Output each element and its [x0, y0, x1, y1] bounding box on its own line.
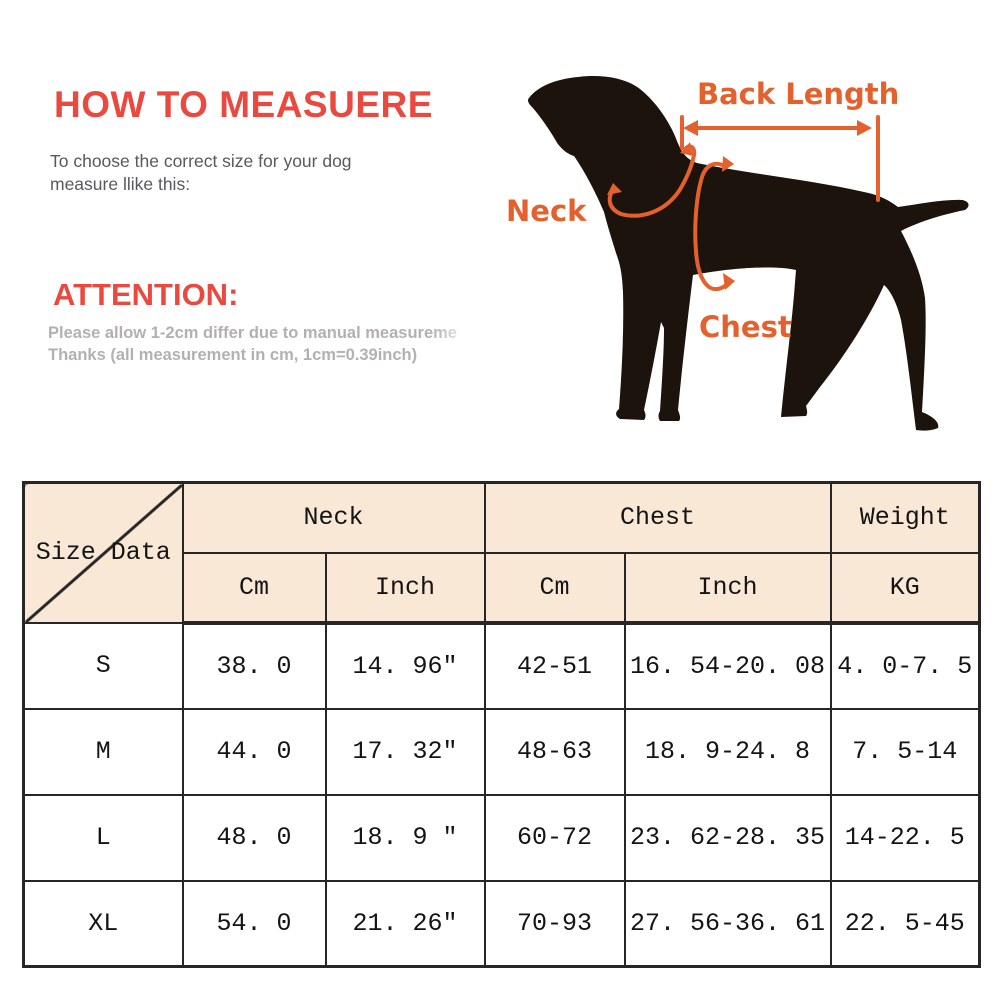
- subtitle-line-2: measure llike this:: [50, 174, 191, 194]
- page-subtitle: To choose the correct size for your dog …: [50, 150, 430, 196]
- neck-curve-arrowheads: [607, 142, 693, 195]
- weight-kg-cell: 22. 5-45: [829, 879, 981, 968]
- subheader-chest-cm: Cm: [483, 551, 626, 625]
- subheader-neck-inch: Inch: [324, 551, 486, 625]
- weight-kg-cell: 7. 5-14: [829, 707, 981, 796]
- weight-kg-cell: 14-22. 5: [829, 793, 981, 882]
- corner-header-size-data: Size Data: [22, 481, 184, 624]
- back-length-label: Back Length: [697, 77, 900, 111]
- weight-kg-cell: 4. 0-7. 5: [829, 621, 981, 710]
- neck-cm-cell: 54. 0: [181, 879, 327, 968]
- size-cell: L: [22, 793, 184, 882]
- neck-cm-cell: 38. 0: [181, 621, 327, 710]
- chest-inch-cell: 23. 62-28. 35: [623, 793, 832, 882]
- subheader-neck-cm: Cm: [181, 551, 327, 625]
- size-table: Size Data Neck Chest Weight Cm Inch Cm I…: [22, 481, 982, 968]
- neck-cm-cell: 48. 0: [181, 793, 327, 882]
- chest-cm-cell: 60-72: [483, 793, 626, 882]
- chest-inch-cell: 18. 9-24. 8: [623, 707, 832, 796]
- neck-measure-curve: [607, 144, 697, 218]
- subheader-weight-kg: KG: [829, 551, 981, 625]
- chest-inch-cell: 27. 56-36. 61: [623, 879, 832, 968]
- attention-text: Please allow 1-2cm differ due to manual …: [48, 322, 488, 366]
- neck-label: Neck: [506, 194, 587, 228]
- chest-label: Chest: [699, 310, 792, 344]
- back-length-arrow: [680, 115, 880, 202]
- size-cell: M: [22, 707, 184, 796]
- page-title: HOW TO MEASUERE: [54, 84, 433, 125]
- attention-title: ATTENTION:: [53, 277, 239, 312]
- chest-cm-cell: 42-51: [483, 621, 626, 710]
- subheader-chest-inch: Inch: [623, 551, 832, 625]
- neck-inch-cell: 18. 9 ″: [324, 793, 486, 882]
- subtitle-line-1: To choose the correct size for your dog: [50, 151, 352, 171]
- dog-silhouette-icon: [528, 76, 969, 431]
- size-cell: XL: [22, 879, 184, 968]
- text-fade-overlay: [430, 322, 488, 346]
- column-group-weight: Weight: [829, 481, 981, 554]
- table-row-size-m: M 44. 0 17. 32″ 48-63 18. 9-24. 8 7. 5-1…: [22, 707, 981, 796]
- table-row-size-l: L 48. 0 18. 9 ″ 60-72 23. 62-28. 35 14-2…: [22, 793, 981, 882]
- chest-measure-curve: [693, 161, 730, 292]
- chest-cm-cell: 70-93: [483, 879, 626, 968]
- attention-line-1: Please allow 1-2cm differ due to manual …: [48, 324, 457, 342]
- column-group-chest: Chest: [483, 481, 832, 554]
- table-row-size-xl: XL 54. 0 21. 26″ 70-93 27. 56-36. 61 22.…: [22, 879, 981, 968]
- size-cell: S: [22, 621, 184, 710]
- dog-measurement-diagram: [528, 76, 969, 431]
- column-group-neck: Neck: [181, 481, 486, 554]
- chest-cm-cell: 48-63: [483, 707, 626, 796]
- neck-inch-cell: 17. 32″: [324, 707, 486, 796]
- attention-line-2: Thanks (all measurement in cm, 1cm=0.39i…: [48, 346, 418, 364]
- neck-inch-cell: 14. 96″: [324, 621, 486, 710]
- neck-inch-cell: 21. 26″: [324, 879, 486, 968]
- chest-inch-cell: 16. 54-20. 08: [623, 621, 832, 710]
- back-length-arrowheads: [683, 120, 872, 136]
- neck-cm-cell: 44. 0: [181, 707, 327, 796]
- chest-curve-arrowheads: [722, 156, 735, 290]
- table-row-size-s: S 38. 0 14. 96″ 42-51 16. 54-20. 08 4. 0…: [22, 621, 981, 710]
